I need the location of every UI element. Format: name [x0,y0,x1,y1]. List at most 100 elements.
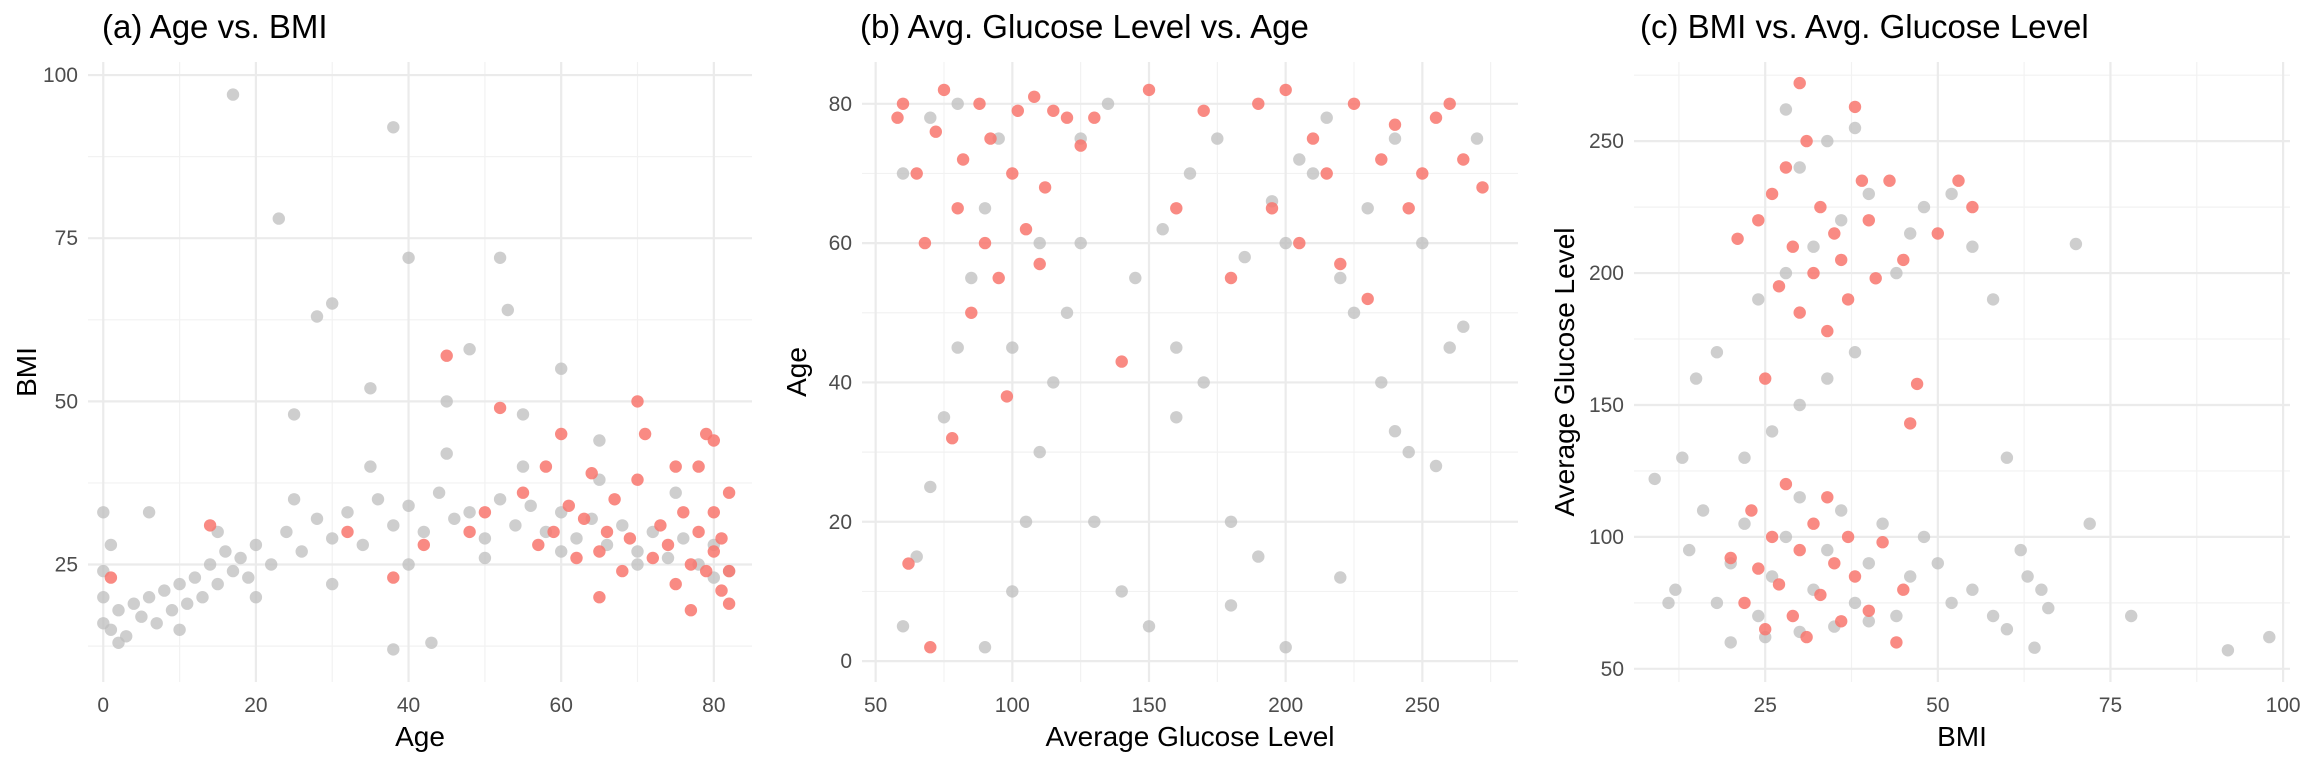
data-point [402,558,415,571]
data-point [1019,223,1033,236]
data-point [97,591,110,604]
data-point [1848,596,1862,610]
data-point [1047,104,1060,118]
data-point [1683,543,1696,557]
data-point [1821,491,1834,504]
data-point [226,88,240,101]
data-point [965,271,978,285]
data-point [1862,214,1876,227]
x-axis-label: Age [395,721,445,752]
data-point [364,382,377,395]
data-point [196,591,209,604]
data-point [1848,346,1862,359]
data-point [692,525,705,539]
data-point [356,538,369,552]
data-point [1786,609,1800,623]
data-point [1361,202,1374,215]
data-point [1821,134,1834,148]
data-point [646,551,659,565]
data-point [1074,139,1087,152]
data-point [112,636,125,649]
data-point [1779,161,1793,174]
data-point [570,551,583,565]
data-point [1006,167,1019,180]
data-point [1966,583,1979,596]
data-point [1129,271,1142,285]
data-point [2221,644,2235,657]
data-point [937,83,951,97]
data-point [562,499,575,512]
data-point [539,460,553,473]
data-point [1293,236,1306,250]
data-point [1101,97,1115,111]
data-point [1814,200,1827,214]
data-point [219,545,232,558]
x-tick-label: 60 [550,694,573,717]
data-point [1142,620,1156,633]
data-point [1890,609,1903,623]
data-point [1006,585,1019,598]
data-point [593,434,606,447]
series-stroke [1724,76,1979,649]
data-point [1457,153,1470,166]
data-point [1841,530,1855,544]
data-point [1443,97,1456,111]
data-point [661,551,675,565]
y-tick-label: 100 [1589,526,1624,549]
data-point [1320,111,1333,124]
y-axis-label: Age [781,347,812,397]
data-point [287,408,301,421]
x-tick-label: 100 [2266,694,2301,717]
data-point [1033,257,1046,271]
data-point [1814,588,1827,602]
data-point [992,271,1005,285]
data-point [929,125,942,138]
data-point [1347,306,1361,319]
data-point [1033,445,1046,459]
data-point [707,506,720,519]
data-point [310,310,324,323]
x-axis-label: BMI [1937,721,1987,752]
data-point [593,545,606,558]
chart-title: (b) Avg. Glucose Level vs. Age [860,8,1309,45]
data-point [181,597,194,610]
data-point [677,506,690,519]
data-point [1966,240,1979,253]
data-point [1807,240,1820,253]
data-point [432,486,446,499]
data-point [1890,636,1903,649]
data-point [707,434,720,447]
data-point [669,460,682,473]
data-point [555,545,568,558]
data-point [463,525,476,539]
data-point [1252,550,1265,563]
data-point [1966,200,1979,214]
data-point [1334,271,1347,285]
data-point [1038,181,1052,194]
data-point [150,617,163,630]
data-point [1904,417,1917,430]
data-point [440,395,453,408]
data-point [1772,578,1786,591]
data-point [463,506,476,519]
data-point [1457,320,1470,333]
data-point [1170,341,1183,354]
data-point [1752,293,1765,306]
data-point [1738,451,1751,464]
data-point [2000,451,2014,464]
data-point [1800,134,1813,148]
data-point [516,408,530,421]
data-point [1443,341,1456,354]
data-point [1710,596,1724,610]
data-point [1835,504,1848,517]
data-point [402,251,415,264]
series-no-stroke [896,97,1484,654]
series-no-stroke [97,88,736,656]
data-point [1306,167,1320,180]
data-point [1252,97,1265,111]
x-tick-label: 80 [702,694,725,717]
data-point [1019,515,1033,528]
data-point [1060,111,1074,124]
y-tick-label: 60 [829,232,852,255]
data-point [478,506,492,519]
